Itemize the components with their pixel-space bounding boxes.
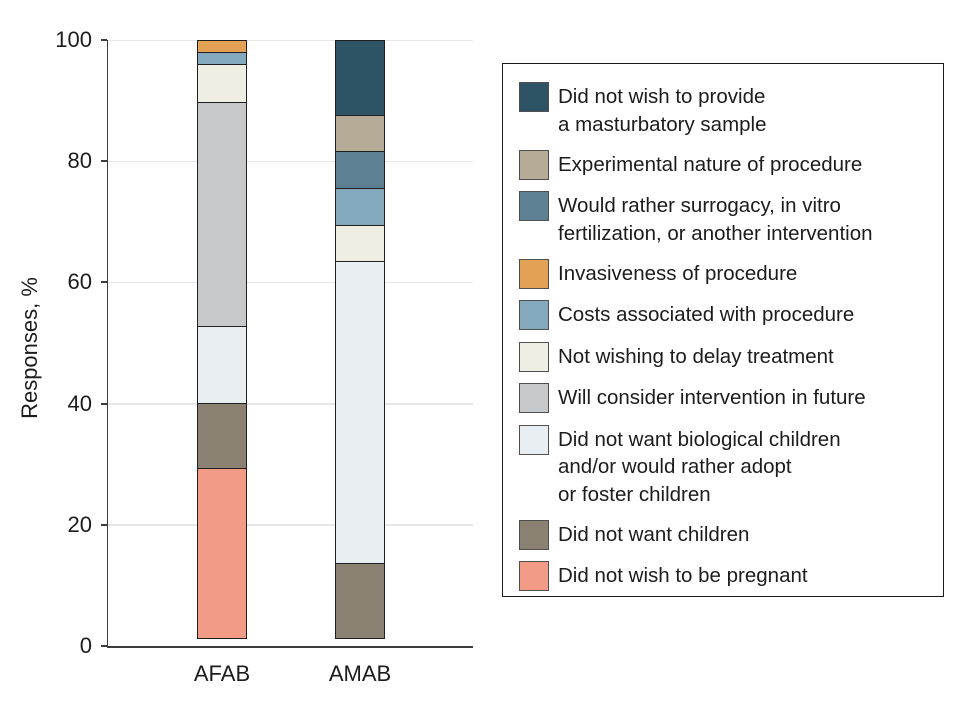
legend-item: Did not wish to be pregnant: [519, 561, 935, 591]
legend-box: Did not wish to provide a masturbatory s…: [502, 63, 944, 597]
legend-label: Not wishing to delay treatment: [558, 344, 834, 368]
y-gridline-100: [108, 39, 473, 41]
y-tick-label-20: 20: [67, 511, 92, 537]
x-axis-label-amab: AMAB: [328, 661, 392, 686]
bar-segment: [335, 261, 385, 565]
legend-label: Did not wish to provide a masturbatory s…: [558, 85, 767, 136]
bar-segment: [335, 151, 385, 190]
legend-swatch: [519, 191, 549, 221]
y-tick-0: [100, 645, 107, 647]
legend-item: Will consider intervention in future: [519, 383, 935, 413]
legend-swatch: [519, 383, 549, 413]
y-tick-label-100: 100: [55, 27, 92, 52]
legend-swatch: [519, 519, 549, 550]
bar-amab: [335, 40, 385, 646]
y-gridline-80: [108, 160, 473, 163]
legend-swatch: [519, 149, 549, 180]
legend-label: Invasiveness of procedure: [558, 261, 798, 285]
legend-swatch: [519, 82, 549, 112]
y-tick-label-40: 40: [67, 390, 92, 416]
legend-label: Did not wish to be pregnant: [558, 564, 808, 587]
legend-swatch: [519, 258, 549, 289]
bar-segment: [197, 102, 247, 327]
y-tick-label-0: 0: [79, 633, 92, 658]
legend-label: Will consider intervention in future: [558, 386, 866, 409]
legend-label: Did not want biological children and/or …: [558, 427, 841, 506]
legend-label: Would rather surrogacy, in vitro fertili…: [558, 194, 873, 245]
legend-item: Did not want biological children and/or …: [519, 424, 935, 509]
legend-item: Did not want children: [519, 519, 935, 550]
y-gridline-60: [108, 281, 473, 284]
bar-afab: [197, 40, 247, 646]
bar-segment: [335, 187, 385, 226]
legend-item: Did not wish to provide a masturbatory s…: [519, 82, 935, 138]
y-tick-label-80: 80: [67, 148, 92, 174]
bar-segment: [197, 467, 247, 639]
y-tick-40: [100, 402, 107, 405]
legend-swatch: [519, 424, 549, 455]
y-gridline-20: [108, 524, 473, 526]
plot-area: 0 20 40 60 80 100 AFAB AMAB: [55, 29, 473, 686]
y-gridline-40: [108, 403, 473, 405]
bar-segment: [197, 325, 247, 405]
y-tick-60: [100, 281, 107, 284]
bar-segment: [335, 114, 385, 153]
legend-swatch: [519, 341, 549, 372]
legend-label: Did not want children: [558, 522, 750, 546]
legend-item: Would rather surrogacy, in vitro fertili…: [519, 191, 935, 247]
legend-swatch: [519, 300, 549, 330]
legend-swatch: [519, 561, 549, 591]
bar-segment: [335, 224, 385, 263]
y-tick-20: [100, 523, 107, 526]
x-axis-label-afab: AFAB: [193, 661, 251, 686]
legend-label: Experimental nature of procedure: [558, 152, 863, 176]
y-tick-100: [100, 39, 107, 41]
legend-item: Not wishing to delay treatment: [519, 341, 935, 372]
bar-segment: [197, 64, 247, 104]
legend-item: Experimental nature of procedure: [519, 149, 935, 180]
legend-item: Invasiveness of procedure: [519, 258, 935, 289]
legend-label: Costs associated with procedure: [558, 303, 855, 326]
y-tick-80: [100, 160, 107, 163]
bar-segment: [335, 40, 385, 116]
y-tick-label-60: 60: [67, 269, 92, 295]
bar-segment: [197, 403, 247, 470]
legend-item: Costs associated with procedure: [519, 300, 935, 330]
bar-segment: [335, 563, 385, 639]
